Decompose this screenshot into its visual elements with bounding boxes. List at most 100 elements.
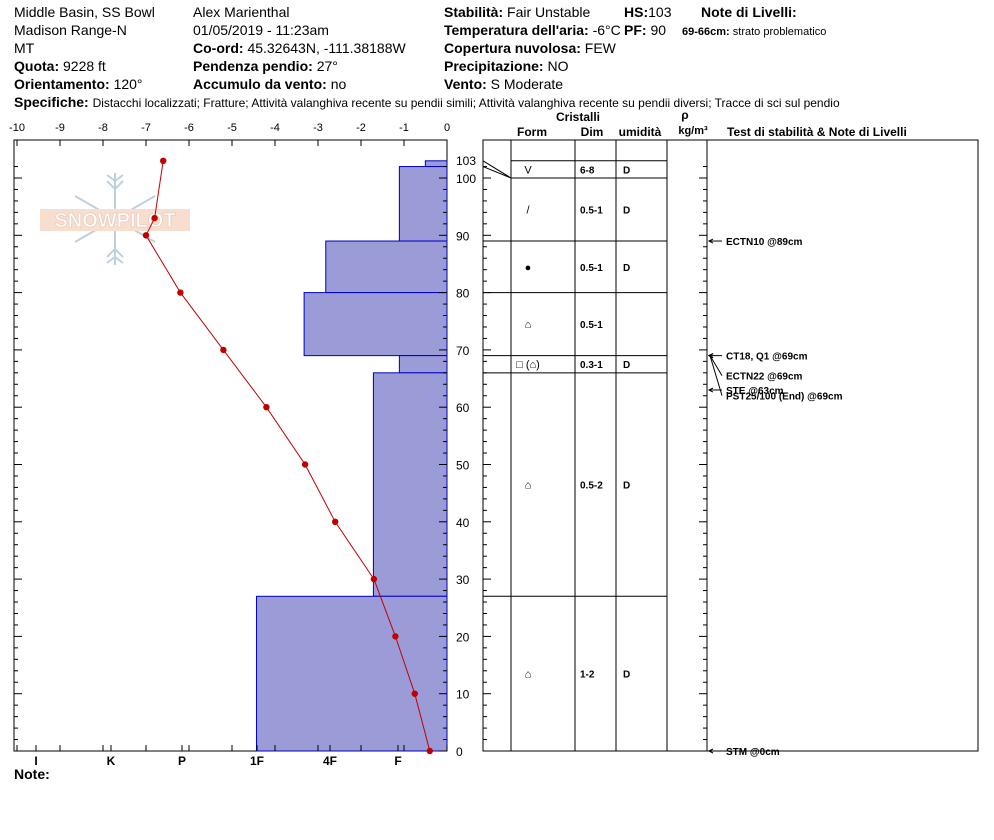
layer-form: □ (⌂) <box>516 359 540 371</box>
hardness-label: P <box>178 754 186 768</box>
height-label: 100 <box>456 172 476 186</box>
header-tests: Test di stabilità & Note di Livelli <box>727 125 907 139</box>
test-arrowhead <box>707 238 714 244</box>
height-label-top: 103 <box>456 154 476 168</box>
hardness-label: I <box>34 754 37 768</box>
precip-label: Precipitazione: <box>444 58 544 74</box>
coord-label: Co-ord: <box>193 40 244 56</box>
pf-label: PF: <box>624 22 647 38</box>
test-pointer <box>709 355 723 396</box>
test-pointer <box>709 355 723 376</box>
hardness-label: 1F <box>250 754 264 768</box>
wind-load-label: Accumulo da vento: <box>193 76 327 92</box>
layer-moisture: D <box>623 481 630 492</box>
specifics: Specifiche: Distacchi localizzati; Fratt… <box>14 94 840 111</box>
aspect-label: Orientamento: <box>14 76 110 92</box>
layer-form: V <box>524 164 532 176</box>
pf-value: 90 <box>650 22 667 38</box>
layer-size: 1-2 <box>580 670 595 681</box>
hardness-bar <box>325 240 448 294</box>
layer-moisture: D <box>623 360 630 371</box>
temp-tick-label: -5 <box>227 122 237 134</box>
layer-note: 69-66cm: strato problematico <box>682 24 826 40</box>
header-size: Dim <box>581 125 604 139</box>
aspect: Orientamento: 120° <box>14 76 143 92</box>
temperature-point <box>370 575 378 583</box>
layer-connector <box>482 166 512 179</box>
temperature-line <box>145 160 431 752</box>
temperature-point <box>392 633 399 640</box>
wind-load-value: no <box>330 76 347 92</box>
temp-tick-label: -4 <box>270 122 280 134</box>
height-label: 90 <box>456 229 470 243</box>
elevation-value: 9228 ft <box>63 58 106 74</box>
layer-form: ⌂ <box>525 669 532 681</box>
coordinates: Co-ord: 45.32643N, -111.38188W <box>193 40 406 56</box>
layer-moisture: D <box>623 165 630 176</box>
header-density-unit: kg/m³ <box>678 125 708 137</box>
layer-form: ⌂ <box>525 480 532 492</box>
air-temp-label: Temperatura dell'aria: <box>444 22 589 38</box>
temp-tick-label: -2 <box>356 122 366 134</box>
layer-size: 0.3-1 <box>580 360 603 371</box>
layer-note-text: strato problematico <box>732 26 827 38</box>
datetime: 01/05/2019 - 11:23am <box>193 22 329 38</box>
layer-connector <box>482 160 512 179</box>
layer-size: 0.5-1 <box>580 320 603 331</box>
location: Middle Basin, SS Bowl <box>14 4 155 20</box>
hardness-bar <box>424 160 448 168</box>
observer: Alex Marienthal <box>193 4 290 20</box>
height-label: 30 <box>456 573 470 587</box>
layer-size: 6-8 <box>580 165 595 176</box>
layer-size: 0.5-1 <box>580 206 603 217</box>
stability: Stabilità: Fair Unstable <box>444 4 590 20</box>
temp-tick-label: -1 <box>399 122 409 134</box>
stability-value: Fair Unstable <box>507 4 591 20</box>
temperature-point <box>426 747 433 755</box>
wind-value: S Moderate <box>490 76 564 92</box>
header-form: Form <box>517 125 547 139</box>
wind-load: Accumulo da vento: no <box>193 76 346 92</box>
air-temp-value: -6°C <box>592 22 621 38</box>
height-label: 40 <box>456 516 470 530</box>
hardness-bar <box>255 595 448 752</box>
slope-value: 27° <box>316 58 338 74</box>
test-label: STM @0cm <box>726 747 780 758</box>
height-label: 80 <box>456 287 470 301</box>
layer-form: / <box>526 205 530 217</box>
stability-label: Stabilità: <box>444 4 504 20</box>
temperature-point <box>142 232 150 239</box>
temperature-point <box>220 346 227 354</box>
wind: Vento: S Moderate <box>444 76 563 92</box>
snowpilot-logo: SNOWPILOT <box>40 173 190 265</box>
temperature-point <box>301 461 309 468</box>
hardness-bar <box>372 372 448 597</box>
slope: Pendenza pendio: 27° <box>193 58 338 74</box>
elevation: Quota: 9228 ft <box>14 58 106 74</box>
temperature-point <box>263 404 270 411</box>
cloud-value: FEW <box>584 40 616 56</box>
height-label: 0 <box>456 745 463 759</box>
hardness-label: F <box>394 754 401 768</box>
temperature-point <box>411 690 418 697</box>
hardness-bar <box>398 355 448 374</box>
temp-tick-label: -10 <box>9 122 25 134</box>
temperature-point <box>151 214 158 222</box>
temperature-point <box>177 289 184 296</box>
layer-notes-label: Note di Livelli: <box>701 4 797 20</box>
temp-tick-label: -6 <box>184 122 194 134</box>
hs-value: 103 <box>648 4 672 20</box>
temp-tick-label: -8 <box>98 122 108 134</box>
layer-size: 0.5-2 <box>580 481 603 492</box>
layer-form: ⌂ <box>525 319 532 331</box>
layer-note-range: 69-66cm: <box>682 26 730 38</box>
slope-label: Pendenza pendio: <box>193 58 313 74</box>
height-label: 50 <box>456 459 470 473</box>
height-label: 10 <box>456 688 470 702</box>
air-temp: Temperatura dell'aria: -6°C <box>444 22 621 38</box>
test-arrowhead <box>707 748 714 754</box>
test-label: STE @63cm <box>726 386 784 397</box>
range: Madison Range-N <box>14 22 127 38</box>
layer-form: ● <box>525 262 532 274</box>
